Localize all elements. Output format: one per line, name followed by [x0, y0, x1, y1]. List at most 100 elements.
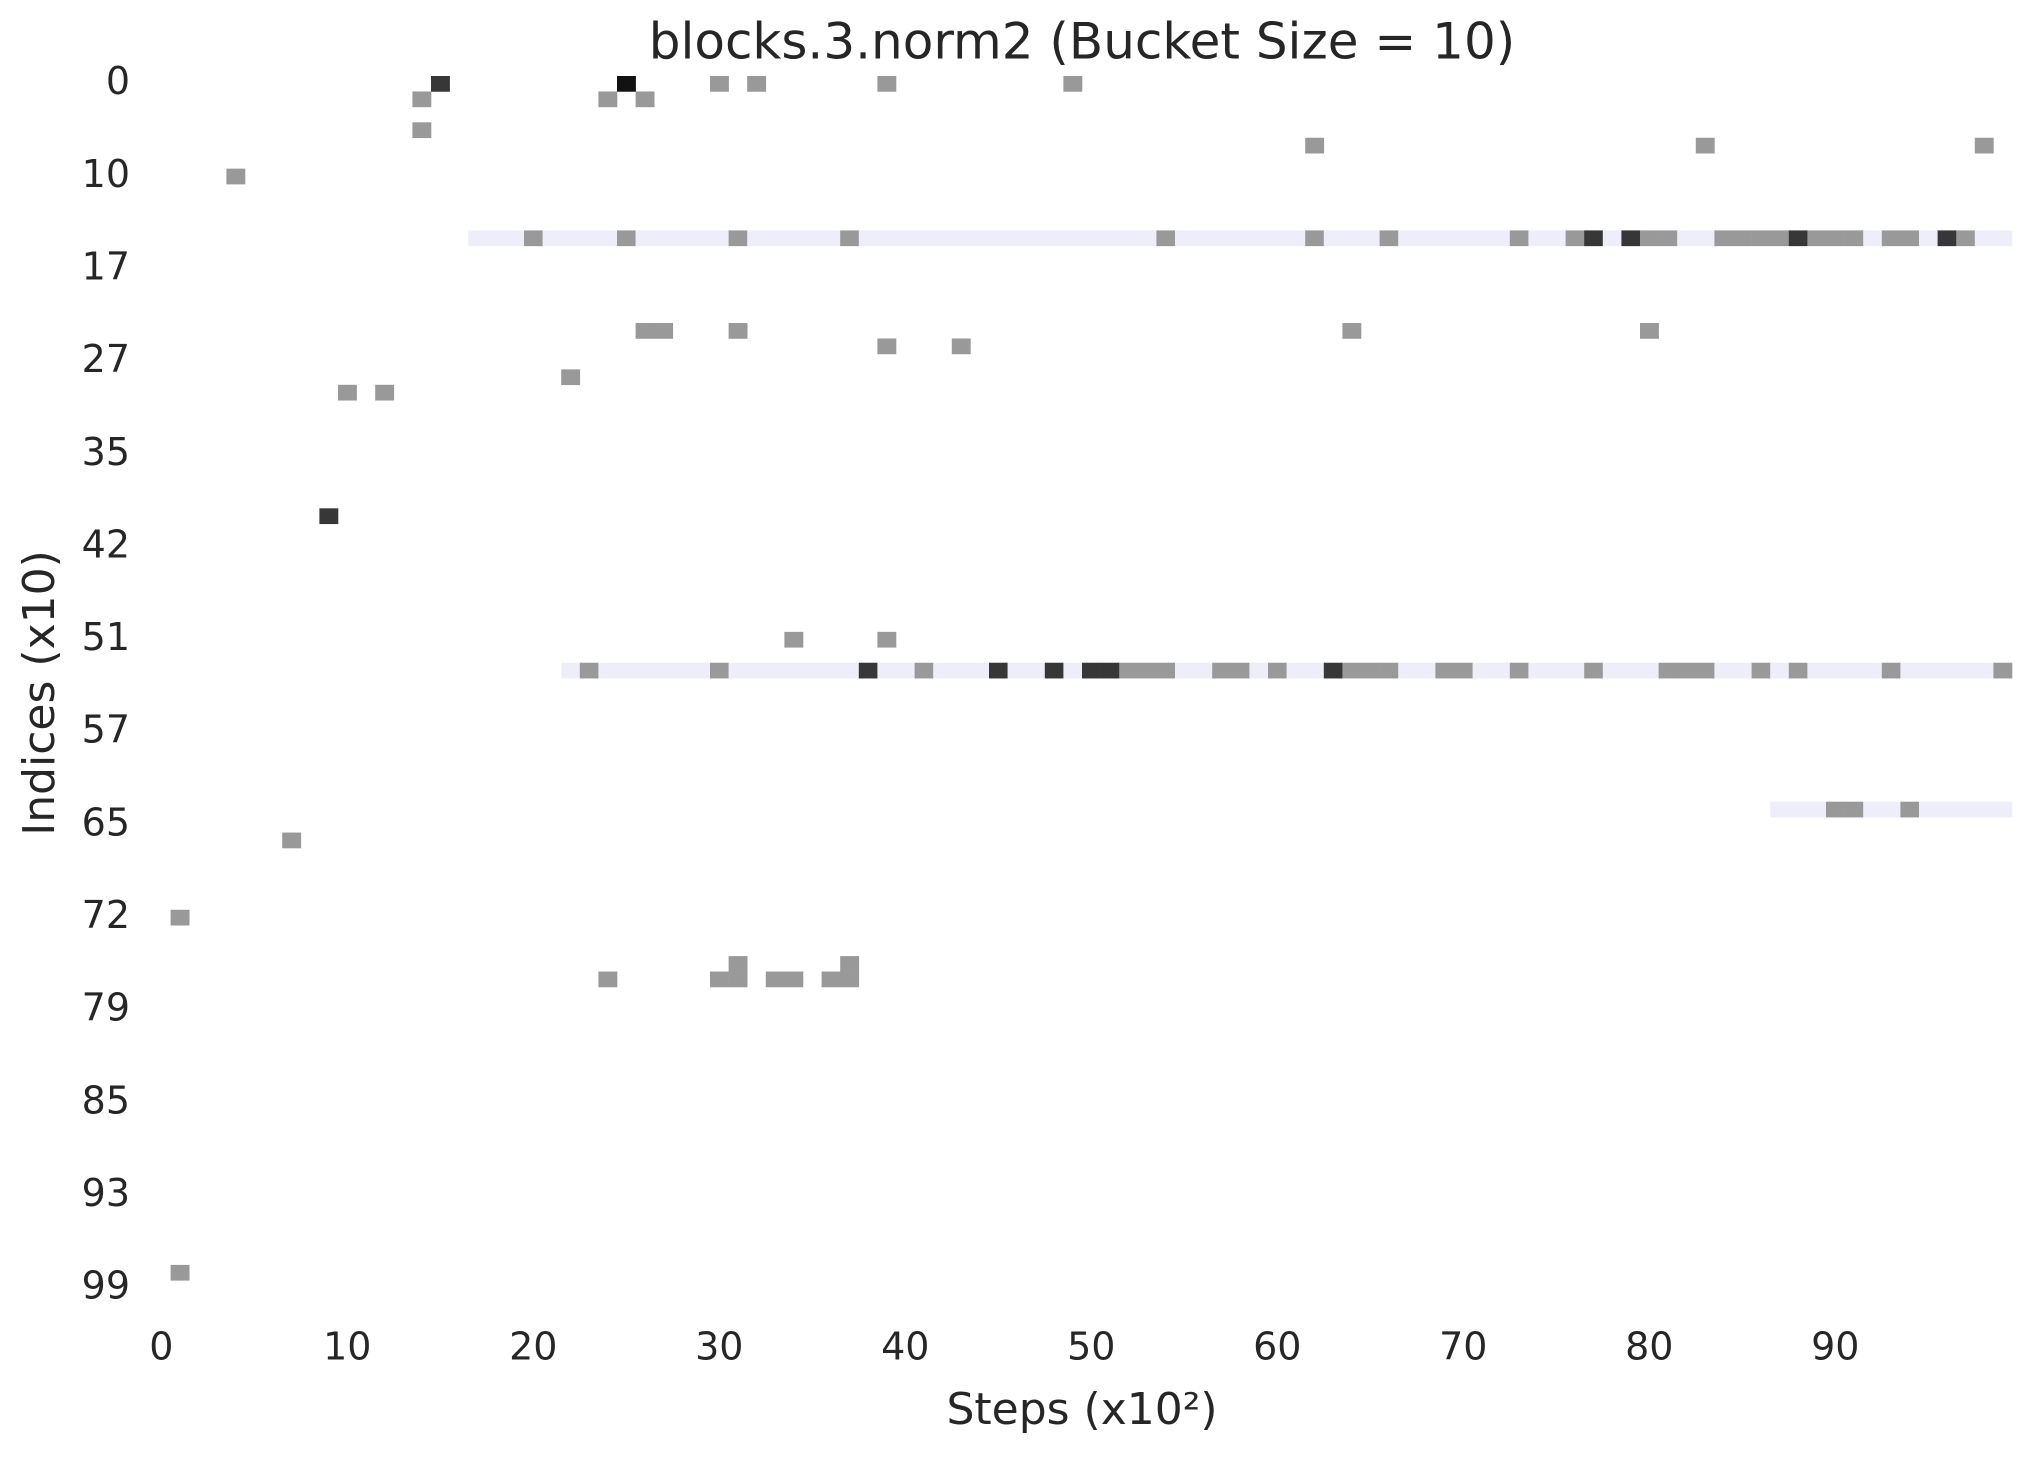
heatmap-cell	[951, 230, 971, 247]
heatmap-cell	[710, 662, 729, 679]
heatmap-cell	[1323, 662, 1343, 679]
heatmap-cell	[1733, 662, 1752, 679]
heatmap-cell	[1342, 662, 1362, 679]
heatmap-cell	[1900, 230, 1920, 247]
y-tick-label: 79	[82, 986, 130, 1030]
heatmap-cell	[1695, 137, 1715, 154]
heatmap-cell	[617, 76, 636, 92]
heatmap-cell	[858, 230, 878, 247]
heatmap-cell	[1193, 662, 1213, 679]
heatmap-cell	[654, 323, 674, 339]
heatmap-cell	[710, 76, 729, 92]
heatmap-cell	[896, 230, 915, 247]
heatmap-cell	[1640, 662, 1659, 679]
heatmap-cell	[170, 909, 190, 926]
heatmap-cell	[877, 230, 897, 247]
heatmap-cell	[1863, 230, 1883, 247]
heatmap-cell	[1881, 801, 1901, 818]
heatmap-cell	[598, 971, 618, 988]
heatmap-cell	[1900, 662, 1920, 679]
heatmap-cell	[1695, 230, 1715, 247]
heatmap-cell	[542, 230, 562, 247]
y-tick-label: 65	[82, 800, 130, 844]
heatmap-cell	[1844, 801, 1864, 818]
heatmap-cell	[1454, 230, 1473, 247]
heatmap-cell	[877, 76, 897, 92]
heatmap-cell	[1993, 662, 2013, 679]
heatmap-cell	[1472, 662, 1492, 679]
heatmap-cell	[1082, 230, 1101, 247]
heatmap-cell	[1826, 801, 1845, 818]
heatmap-cell	[1937, 801, 1957, 818]
heatmap-cell	[1435, 662, 1455, 679]
heatmap-cell	[1044, 662, 1064, 679]
x-tick-label: 50	[1067, 1325, 1115, 1369]
y-tick-label: 17	[82, 245, 130, 289]
heatmap-cell	[1119, 230, 1139, 247]
heatmap-cell	[840, 956, 860, 972]
heatmap-cell	[598, 662, 618, 679]
heatmap-cell	[1249, 662, 1269, 679]
heatmap-cell	[1826, 230, 1845, 247]
heatmap-cell	[598, 230, 618, 247]
heatmap-cell	[1863, 662, 1883, 679]
heatmap-cell	[989, 230, 1008, 247]
heatmap-cell	[803, 230, 822, 247]
heatmap-cell	[1398, 662, 1418, 679]
heatmap-cell	[933, 662, 953, 679]
heatmap-cell	[412, 91, 432, 108]
heatmap-cell	[1770, 801, 1790, 818]
heatmap-cell	[765, 230, 785, 247]
heatmap-cell	[1844, 662, 1864, 679]
heatmap-cell	[970, 230, 990, 247]
heatmap-cell	[1956, 662, 1976, 679]
heatmap-cell	[1658, 230, 1678, 247]
heatmap-cell	[1565, 230, 1585, 247]
heatmap-cell	[951, 662, 971, 679]
heatmap-cell	[1156, 662, 1176, 679]
heatmap-cell	[1919, 230, 1938, 247]
heatmap-cell	[1993, 801, 2013, 818]
heatmap-cell	[728, 323, 748, 339]
heatmap-cell	[1137, 230, 1157, 247]
heatmap-cell	[1026, 230, 1046, 247]
heatmap-cell	[1788, 662, 1808, 679]
heatmap-cell	[1454, 662, 1473, 679]
heatmap-cell	[1435, 230, 1455, 247]
heatmap-cell	[635, 230, 655, 247]
heatmap-cell	[1844, 230, 1864, 247]
heatmap-cell	[989, 662, 1008, 679]
heatmap-cell	[1063, 76, 1083, 92]
heatmap-cell	[803, 662, 822, 679]
heatmap-cell	[1733, 230, 1752, 247]
heatmap-cell	[1305, 137, 1325, 154]
heatmap-cell	[1528, 230, 1548, 247]
heatmap-cell	[821, 662, 841, 679]
heatmap-cell	[1416, 662, 1436, 679]
heatmap-cell	[486, 230, 506, 247]
heatmap-cell	[784, 971, 804, 988]
heatmap-cell	[672, 662, 692, 679]
heatmap-cell	[914, 230, 934, 247]
heatmap-cell	[319, 508, 339, 525]
heatmap-cell	[1063, 662, 1083, 679]
heatmap-cell	[1993, 230, 2013, 247]
heatmap-cell	[1491, 662, 1511, 679]
heatmap-cell	[1751, 230, 1771, 247]
heatmap-cell	[1212, 662, 1232, 679]
heatmap-cell	[858, 662, 878, 679]
heatmap-cell	[1770, 662, 1790, 679]
heatmap-cell	[784, 230, 804, 247]
x-tick-label: 70	[1439, 1325, 1487, 1369]
y-tick-label: 0	[106, 59, 130, 103]
heatmap-cell	[579, 230, 599, 247]
heatmap-cell	[1286, 230, 1306, 247]
heatmap-cell	[1584, 230, 1604, 247]
heatmap-cell	[1584, 662, 1604, 679]
heatmap-cell	[598, 91, 618, 108]
heatmap-cell	[1547, 662, 1566, 679]
heatmap-cell	[1974, 230, 1994, 247]
heatmap-cell	[728, 230, 748, 247]
heatmap-cell	[1379, 230, 1399, 247]
